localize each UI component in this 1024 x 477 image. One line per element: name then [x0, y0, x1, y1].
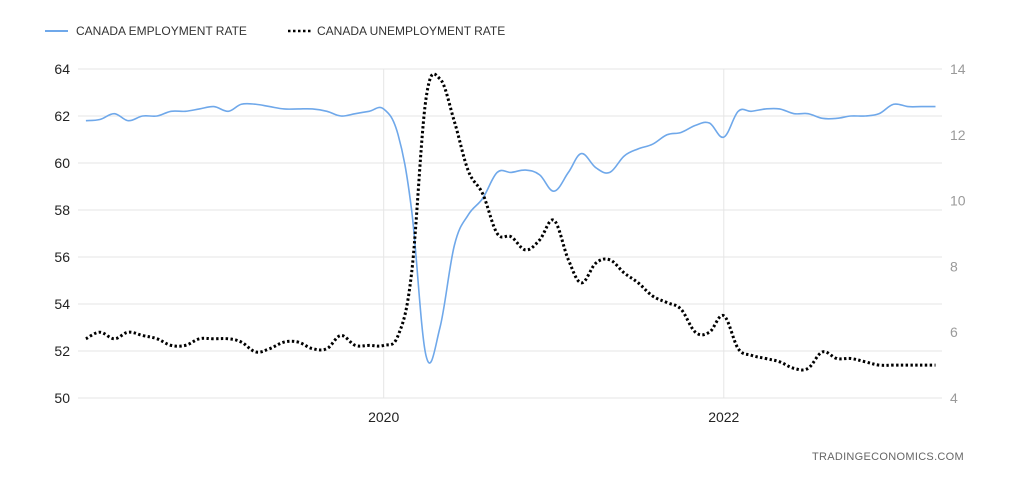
grid: [78, 68, 942, 399]
y-left-tick-label: 58: [54, 202, 70, 218]
y-right-tick-label: 14: [950, 61, 966, 77]
x-tick-label: 2020: [368, 409, 399, 425]
y-right-tick-label: 10: [950, 193, 966, 209]
y-left-tick-label: 52: [54, 343, 70, 359]
y-left-tick-label: 54: [54, 296, 70, 312]
y-left-tick-label: 60: [54, 155, 70, 171]
y-right-tick-label: 8: [950, 258, 958, 274]
x-axis: 2020 2022: [368, 409, 739, 425]
y-right-tick-label: 6: [950, 324, 958, 340]
y-left-tick-label: 62: [54, 108, 70, 124]
x-tick-label: 2022: [708, 409, 739, 425]
y-right-tick-label: 4: [950, 390, 958, 406]
y-left-tick-label: 64: [54, 61, 70, 77]
source-label: TRADINGECONOMICS.COM: [812, 451, 964, 463]
y-axis-right: 4 6 8 10 12 14: [950, 61, 966, 406]
y-right-tick-label: 12: [950, 127, 966, 143]
legend-label-unemployment: CANADA UNEMPLOYMENT RATE: [317, 24, 505, 38]
series-line-employment: [85, 102, 936, 364]
y-left-tick-label: 56: [54, 249, 70, 265]
series-group: [85, 72, 936, 372]
series-line-unemployment: [85, 72, 936, 372]
y-axis-left: 50 52 54 56 58 60 62 64: [54, 61, 70, 406]
y-left-tick-label: 50: [54, 390, 70, 406]
legend: CANADA EMPLOYMENT RATE CANADA UNEMPLOYME…: [45, 24, 505, 38]
legend-label-employment: CANADA EMPLOYMENT RATE: [76, 24, 247, 38]
